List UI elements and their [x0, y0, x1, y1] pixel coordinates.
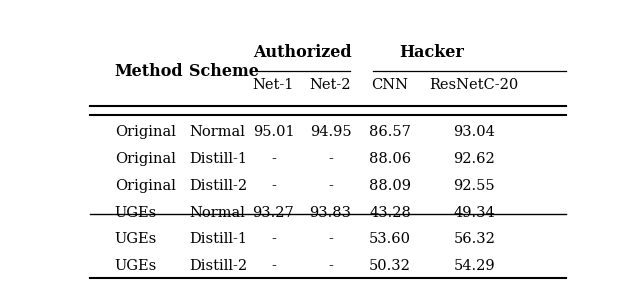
Text: -: - [328, 232, 333, 246]
Text: -: - [328, 179, 333, 193]
Text: -: - [271, 179, 276, 193]
Text: Distill-2: Distill-2 [189, 179, 247, 193]
Text: UGEs: UGEs [115, 259, 157, 273]
Text: Original: Original [115, 179, 175, 193]
Text: 88.09: 88.09 [369, 179, 411, 193]
Text: Net-1: Net-1 [253, 78, 294, 92]
Text: -: - [271, 232, 276, 246]
Text: 92.62: 92.62 [454, 152, 495, 166]
Text: Normal: Normal [189, 205, 245, 219]
Text: Normal: Normal [189, 125, 245, 139]
Text: 94.95: 94.95 [310, 125, 351, 139]
Text: 50.32: 50.32 [369, 259, 411, 273]
Text: 93.83: 93.83 [310, 205, 351, 219]
Text: 86.57: 86.57 [369, 125, 411, 139]
Text: Distill-2: Distill-2 [189, 259, 247, 273]
Text: CNN: CNN [371, 78, 408, 92]
Text: 53.60: 53.60 [369, 232, 411, 246]
Text: 54.29: 54.29 [454, 259, 495, 273]
Text: Original: Original [115, 152, 175, 166]
Text: Hacker: Hacker [400, 44, 465, 61]
Text: 43.28: 43.28 [369, 205, 411, 219]
Text: UGEs: UGEs [115, 205, 157, 219]
Text: Original: Original [115, 125, 175, 139]
Text: 92.55: 92.55 [454, 179, 495, 193]
Text: Authorized: Authorized [253, 44, 351, 61]
Text: ResNetC-20: ResNetC-20 [429, 78, 519, 92]
Text: -: - [271, 152, 276, 166]
Text: UGEs: UGEs [115, 232, 157, 246]
Text: Distill-1: Distill-1 [189, 152, 247, 166]
Text: 93.04: 93.04 [453, 125, 495, 139]
Text: 95.01: 95.01 [253, 125, 294, 139]
Text: 49.34: 49.34 [454, 205, 495, 219]
Text: Net-2: Net-2 [310, 78, 351, 92]
Text: Method: Method [115, 63, 183, 80]
Text: -: - [328, 152, 333, 166]
Text: 56.32: 56.32 [453, 232, 495, 246]
Text: 93.27: 93.27 [253, 205, 294, 219]
Text: -: - [328, 259, 333, 273]
Text: Distill-1: Distill-1 [189, 232, 247, 246]
Text: -: - [271, 259, 276, 273]
Text: Scheme: Scheme [189, 63, 259, 80]
Text: 88.06: 88.06 [369, 152, 411, 166]
